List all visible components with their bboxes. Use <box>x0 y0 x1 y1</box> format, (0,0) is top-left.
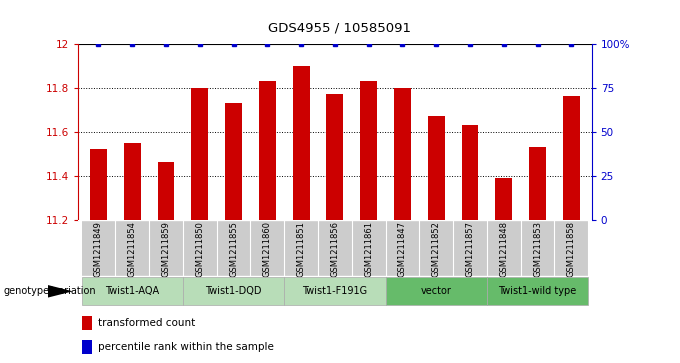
Text: GSM1211850: GSM1211850 <box>195 221 204 277</box>
Text: Twist1-wild type: Twist1-wild type <box>498 286 577 296</box>
Text: GSM1211856: GSM1211856 <box>330 221 339 277</box>
Bar <box>82 340 92 354</box>
Text: Twist1-AQA: Twist1-AQA <box>105 286 159 296</box>
Bar <box>563 97 580 220</box>
Bar <box>284 220 318 276</box>
Bar <box>428 116 445 220</box>
Text: genotype/variation: genotype/variation <box>3 286 96 296</box>
Bar <box>158 162 175 220</box>
Bar <box>318 220 352 276</box>
Bar <box>352 220 386 276</box>
Text: GSM1211859: GSM1211859 <box>162 221 171 277</box>
Bar <box>326 94 343 220</box>
Bar <box>292 66 309 220</box>
Bar <box>217 220 250 276</box>
Bar <box>191 87 208 220</box>
Text: GSM1211853: GSM1211853 <box>533 221 542 277</box>
Polygon shape <box>48 285 73 298</box>
Bar <box>386 220 420 276</box>
Bar <box>82 316 92 330</box>
Bar <box>521 220 554 276</box>
Bar <box>183 277 284 305</box>
Text: GSM1211852: GSM1211852 <box>432 221 441 277</box>
Text: GSM1211847: GSM1211847 <box>398 221 407 277</box>
Text: GSM1211860: GSM1211860 <box>263 221 272 277</box>
Bar <box>554 220 588 276</box>
Bar <box>284 277 386 305</box>
Bar <box>487 277 588 305</box>
Text: Twist1-F191G: Twist1-F191G <box>303 286 367 296</box>
Text: GSM1211855: GSM1211855 <box>229 221 238 277</box>
Bar <box>259 81 276 220</box>
Bar <box>90 149 107 220</box>
Text: vector: vector <box>421 286 452 296</box>
Text: GSM1211854: GSM1211854 <box>128 221 137 277</box>
Bar <box>453 220 487 276</box>
Bar <box>386 277 487 305</box>
Text: GSM1211848: GSM1211848 <box>499 221 508 277</box>
Bar <box>82 220 116 276</box>
Text: GSM1211858: GSM1211858 <box>567 221 576 277</box>
Bar <box>124 143 141 220</box>
Bar <box>420 220 453 276</box>
Bar <box>149 220 183 276</box>
Text: GSM1211861: GSM1211861 <box>364 221 373 277</box>
Text: Twist1-DQD: Twist1-DQD <box>205 286 262 296</box>
Text: GSM1211857: GSM1211857 <box>466 221 475 277</box>
Bar <box>183 220 217 276</box>
Text: GSM1211849: GSM1211849 <box>94 221 103 277</box>
Text: GSM1211851: GSM1211851 <box>296 221 305 277</box>
Bar <box>462 125 479 220</box>
Text: percentile rank within the sample: percentile rank within the sample <box>98 342 273 352</box>
Bar <box>394 87 411 220</box>
Bar <box>225 103 242 220</box>
Bar <box>487 220 521 276</box>
Bar <box>360 81 377 220</box>
Text: transformed count: transformed count <box>98 318 195 329</box>
Bar <box>250 220 284 276</box>
Text: GDS4955 / 10585091: GDS4955 / 10585091 <box>269 22 411 35</box>
Bar <box>116 220 149 276</box>
Bar <box>529 147 546 220</box>
Bar <box>82 277 183 305</box>
Bar <box>495 178 512 220</box>
